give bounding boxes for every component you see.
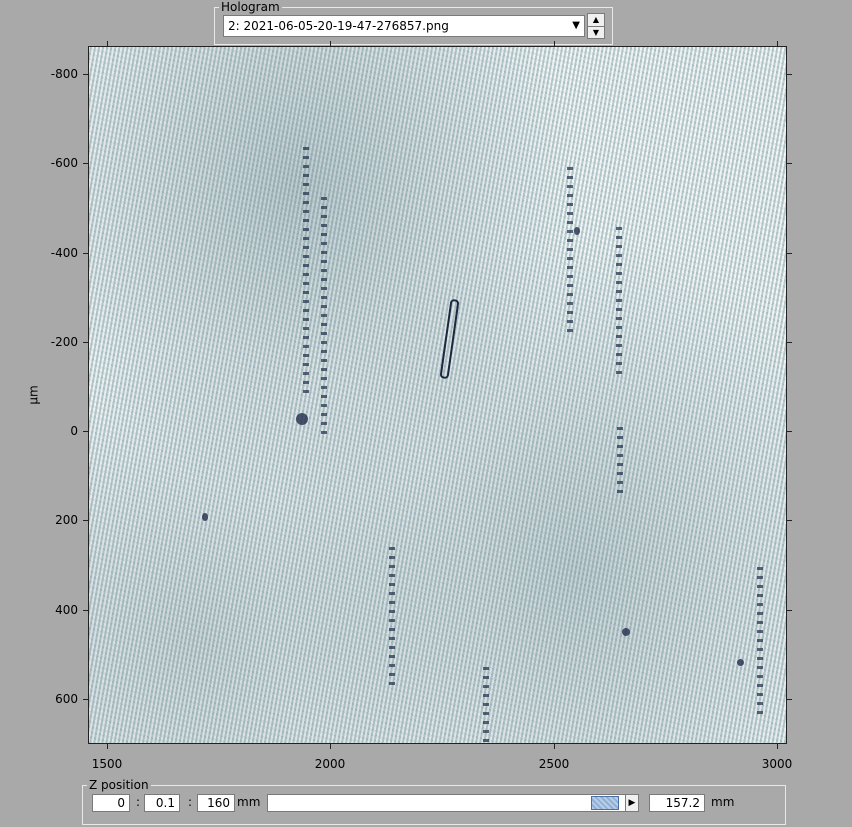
particle-streak bbox=[567, 167, 573, 337]
particle-streak bbox=[303, 147, 309, 397]
spin-down-icon[interactable]: ▼ bbox=[588, 26, 604, 39]
x-tick-mark bbox=[777, 41, 778, 46]
y-tick-mark bbox=[787, 163, 792, 164]
particle-streak bbox=[616, 227, 622, 377]
x-tick-label: 2000 bbox=[314, 757, 346, 771]
hologram-selected-value: 2: 2021-06-05-20-19-47-276857.png bbox=[228, 19, 449, 33]
particle-blob bbox=[296, 413, 308, 425]
slider-right-arrow-icon[interactable]: ▶ bbox=[625, 794, 639, 812]
y-tick-mark bbox=[83, 253, 88, 254]
particle-blob bbox=[737, 659, 744, 666]
x-tick-mark bbox=[554, 744, 555, 749]
x-tick-label: 1500 bbox=[91, 757, 123, 771]
z-end-input[interactable]: 160 bbox=[197, 794, 235, 812]
x-tick-mark bbox=[330, 41, 331, 46]
slider-thumb[interactable] bbox=[590, 796, 619, 810]
x-tick-mark bbox=[777, 744, 778, 749]
x-tick-mark bbox=[330, 744, 331, 749]
y-tick-mark bbox=[787, 610, 792, 611]
y-tick-mark bbox=[787, 520, 792, 521]
y-tick-label: -800 bbox=[50, 67, 78, 81]
z-position-slider[interactable] bbox=[267, 794, 639, 812]
hologram-image[interactable] bbox=[88, 46, 787, 744]
particle-blob bbox=[574, 227, 580, 235]
particle-outline bbox=[439, 298, 460, 380]
particle-streak bbox=[483, 667, 489, 742]
x-tick-label: 2500 bbox=[538, 757, 570, 771]
y-tick-label: -600 bbox=[50, 156, 78, 170]
range-separator: : bbox=[188, 795, 193, 809]
x-tick-label: 3000 bbox=[761, 757, 793, 771]
y-tick-mark bbox=[83, 163, 88, 164]
z-position-group-title: Z position bbox=[87, 778, 151, 792]
y-tick-mark bbox=[787, 342, 792, 343]
y-tick-label: -400 bbox=[50, 246, 78, 260]
z-start-input[interactable]: 0 bbox=[92, 794, 130, 812]
hologram-group: Hologram 2: 2021-06-05-20-19-47-276857.p… bbox=[214, 0, 613, 45]
y-tick-label: 600 bbox=[55, 692, 78, 706]
range-unit-label: mm bbox=[237, 795, 261, 809]
particle-streak bbox=[757, 567, 763, 717]
value-unit-label: mm bbox=[711, 795, 735, 809]
y-tick-mark bbox=[787, 431, 792, 432]
particle-streak bbox=[617, 427, 623, 497]
y-tick-label: 0 bbox=[70, 424, 78, 438]
y-tick-label: 400 bbox=[55, 603, 78, 617]
y-axis-label: μm bbox=[26, 385, 41, 405]
chevron-down-icon: ▼ bbox=[572, 20, 580, 31]
hologram-dropdown[interactable]: 2: 2021-06-05-20-19-47-276857.png ▼ bbox=[223, 15, 585, 37]
y-tick-mark bbox=[83, 342, 88, 343]
x-tick-mark bbox=[554, 41, 555, 46]
hologram-spinner[interactable]: ▲ ▼ bbox=[587, 13, 605, 39]
y-tick-label: -200 bbox=[50, 335, 78, 349]
z-value-input[interactable]: 157.2 bbox=[649, 794, 705, 812]
y-tick-label: 200 bbox=[55, 513, 78, 527]
y-tick-mark bbox=[83, 520, 88, 521]
y-tick-mark bbox=[83, 431, 88, 432]
y-tick-mark bbox=[83, 610, 88, 611]
z-step-input[interactable]: 0.1 bbox=[144, 794, 180, 812]
z-position-group: Z position 0 : 0.1 : 160 mm ◀ ▶ 157.2 mm bbox=[82, 778, 786, 825]
particle-streak bbox=[321, 197, 327, 437]
particle-blob bbox=[202, 513, 208, 521]
y-tick-mark bbox=[787, 74, 792, 75]
x-tick-mark bbox=[107, 41, 108, 46]
spin-up-icon[interactable]: ▲ bbox=[592, 15, 600, 24]
particle-blob bbox=[622, 628, 630, 636]
x-tick-mark bbox=[107, 744, 108, 749]
y-tick-mark bbox=[83, 699, 88, 700]
y-tick-mark bbox=[83, 74, 88, 75]
y-tick-mark bbox=[787, 253, 792, 254]
hologram-group-title: Hologram bbox=[219, 0, 282, 14]
particle-streak bbox=[389, 547, 395, 687]
range-separator: : bbox=[136, 795, 141, 809]
y-tick-mark bbox=[787, 699, 792, 700]
